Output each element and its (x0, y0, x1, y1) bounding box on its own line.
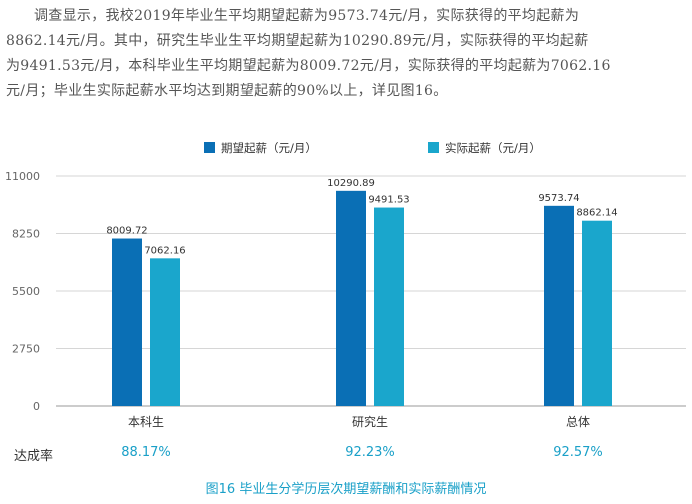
achievement-rate-value: 88.17% (121, 445, 171, 460)
bar (544, 205, 574, 406)
achievement-rate-value: 92.57% (553, 445, 603, 460)
category-label: 研究生 (352, 414, 388, 429)
legend-swatch (204, 142, 215, 153)
legend-label: 实际起薪（元/月） (445, 141, 541, 155)
intro-line: 8862.14元/月。其中，研究生毕业生平均期望起薪为10290.89元/月，实… (6, 33, 589, 49)
legend: 期望起薪（元/月） 实际起薪（元/月） (204, 141, 541, 155)
legend-label: 期望起薪（元/月） (221, 141, 317, 155)
category-label: 总体 (566, 415, 590, 429)
data-label: 9573.74 (538, 193, 579, 204)
data-label: 7062.16 (144, 245, 185, 256)
y-tick-label: 0 (33, 400, 40, 413)
y-tick-label: 5500 (12, 285, 40, 298)
bar (336, 190, 366, 406)
achievement-rate-value: 92.23% (345, 445, 395, 460)
y-axis: 0 2750 5500 8250 11000 (5, 170, 40, 413)
salary-bar-chart: 0 2750 5500 8250 11000 8009.72 7062.16 本科生 1029… (5, 141, 686, 429)
intro-paragraph: 调查显示，我校2019年毕业生平均期望起薪为9573.74元/月，实际获得的平均… (6, 4, 690, 104)
bar (582, 220, 612, 406)
bar (112, 238, 142, 406)
y-tick-label: 8250 (12, 228, 40, 241)
y-tick-label: 11000 (5, 170, 40, 183)
intro-line: 调查显示，我校2019年毕业生平均期望起薪为9573.74元/月，实际获得的平均… (34, 8, 580, 24)
intro-line: 元/月；毕业生实际起薪水平均达到期望起薪的90%以上，详见图16。 (6, 83, 448, 99)
achievement-rate-label: 达成率 (14, 449, 54, 464)
category-label: 本科生 (128, 415, 164, 429)
data-label: 8009.72 (106, 226, 147, 237)
bar (374, 207, 404, 406)
data-label: 9491.53 (368, 195, 409, 206)
data-label: 10290.89 (327, 178, 375, 189)
legend-swatch (428, 142, 439, 153)
bars: 8009.72 7062.16 本科生 10290.89 9491.53 研究生 9573.… (106, 178, 617, 429)
y-tick-label: 2750 (12, 343, 40, 356)
bar (150, 258, 180, 406)
intro-line: 为9491.53元/月，本科毕业生平均期望起薪为8009.72元/月，实际获得的… (6, 58, 611, 74)
figure-caption: 图16 毕业生分学历层次期望薪酬和实际薪酬情况 (205, 482, 487, 497)
data-label: 8862.14 (576, 208, 617, 219)
